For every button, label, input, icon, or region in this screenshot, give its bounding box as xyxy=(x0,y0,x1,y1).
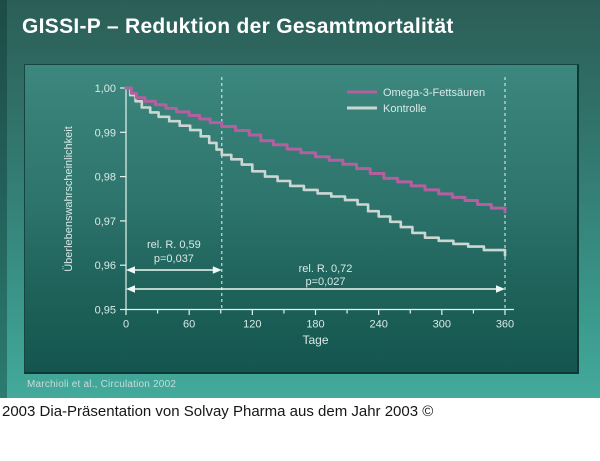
footer-text: 2003 Dia-Präsentation von Solvay Pharma … xyxy=(2,403,434,420)
y-tick-label: 1,00 xyxy=(95,83,116,95)
series-curve-omega3 xyxy=(124,86,507,214)
x-tick-label: 0 xyxy=(123,319,129,331)
arrowhead-left xyxy=(126,285,135,293)
survival-curve-chart: 1,00 0,99 0,98 0,97 0,96 0,95 0 60 120 180 240 300 3… xyxy=(63,77,514,347)
legend: Omega-3-Fettsäuren Kontrolle xyxy=(347,87,485,115)
x-tick-label: 120 xyxy=(243,319,261,331)
arrowhead-right xyxy=(212,266,222,274)
slide-title: GISSI-P – Reduktion der Gesamtmortalität xyxy=(22,15,454,38)
y-tick-label: 0,98 xyxy=(95,172,116,184)
annotation-p-value-label: p=0,037 xyxy=(154,253,194,265)
x-tick-label: 360 xyxy=(496,319,514,331)
y-tick-label: 0,96 xyxy=(95,260,116,272)
y-tick-label: 0,99 xyxy=(95,127,116,139)
series-curve-kontrolle xyxy=(124,86,507,257)
x-tick-label: 300 xyxy=(433,319,451,331)
axes: 1,00 0,99 0,98 0,97 0,96 0,95 0 60 120 180 240 300 3… xyxy=(63,83,514,347)
citation-text: Marchioli et al., Circulation 2002 xyxy=(27,379,177,390)
chart-panel: 1,00 0,99 0,98 0,97 0,96 0,95 0 60 120 180 240 300 3… xyxy=(24,64,579,374)
x-tick-label: 180 xyxy=(306,319,324,331)
x-tick-label: 60 xyxy=(183,319,195,331)
arrowhead-left xyxy=(126,266,135,274)
left-accent-bar xyxy=(0,0,7,398)
x-axis-title: Tage xyxy=(302,333,328,347)
legend-label-1: Kontrolle xyxy=(383,103,426,115)
y-axis-title: Überlebenswahrscheinlichkeit xyxy=(63,126,75,272)
arrowhead-right xyxy=(496,285,505,293)
annotation-2: rel. R. 0,72p=0,027 xyxy=(126,263,505,293)
dashed-reference-lines xyxy=(221,77,506,310)
y-tick-label: 0,95 xyxy=(95,305,116,317)
annotation-rel-risk-label: rel. R. 0,59 xyxy=(147,239,201,251)
legend-label-0: Omega-3-Fettsäuren xyxy=(383,87,485,99)
annotation-p-value-label: p=0,027 xyxy=(305,276,345,288)
slide-background: GISSI-P – Reduktion der Gesamtmortalität… xyxy=(0,0,600,398)
x-tick-label: 240 xyxy=(369,319,387,331)
annotation-rel-risk-label: rel. R. 0,72 xyxy=(299,263,353,275)
y-tick-label: 0,97 xyxy=(95,216,116,228)
annotation-1: rel. R. 0,59 p=0,037 xyxy=(126,239,222,274)
footer-bar: 2003 Dia-Präsentation von Solvay Pharma … xyxy=(0,398,600,461)
